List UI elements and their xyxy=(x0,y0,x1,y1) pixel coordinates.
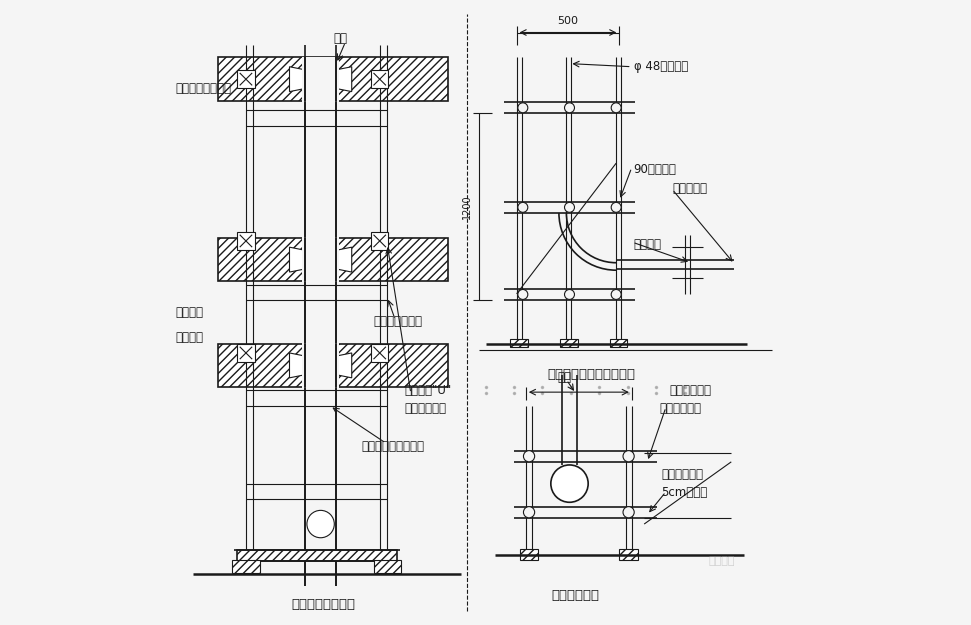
Text: 架子上下垫方木: 架子上下垫方木 xyxy=(374,316,422,328)
Circle shape xyxy=(551,465,588,503)
Text: 永平泵管固定: 永平泵管固定 xyxy=(552,589,600,602)
Polygon shape xyxy=(336,67,352,92)
Bar xyxy=(232,560,259,572)
Bar xyxy=(218,238,449,281)
Text: 砼楼面上需加: 砼楼面上需加 xyxy=(661,468,703,481)
Text: 1200: 1200 xyxy=(462,194,472,219)
Text: 泵管: 泵管 xyxy=(557,371,571,384)
Polygon shape xyxy=(289,353,305,378)
Bar xyxy=(619,549,638,560)
Bar xyxy=(371,71,388,88)
Bar xyxy=(371,232,388,249)
Text: 豆丁施工: 豆丁施工 xyxy=(709,556,735,566)
Bar xyxy=(218,58,449,101)
Circle shape xyxy=(564,202,575,212)
Text: 木楔子将泵管固定: 木楔子将泵管固定 xyxy=(176,82,232,95)
Text: φ 48钢管支架: φ 48钢管支架 xyxy=(634,60,687,73)
Circle shape xyxy=(518,102,528,112)
Polygon shape xyxy=(289,247,305,272)
Circle shape xyxy=(623,507,634,518)
Circle shape xyxy=(523,451,535,462)
Bar xyxy=(237,232,254,249)
Bar xyxy=(302,343,339,388)
Bar xyxy=(302,57,339,102)
Circle shape xyxy=(307,511,334,538)
Circle shape xyxy=(623,451,634,462)
Circle shape xyxy=(611,102,621,112)
Text: 90度弯头管: 90度弯头管 xyxy=(634,163,677,176)
Text: 5cm厚垫板: 5cm厚垫板 xyxy=(661,486,707,499)
Bar xyxy=(610,339,627,347)
Bar xyxy=(511,339,528,347)
Circle shape xyxy=(518,202,528,212)
Text: 钢管支架: 钢管支架 xyxy=(634,238,661,251)
Circle shape xyxy=(611,289,621,299)
Text: 泵管固定: 泵管固定 xyxy=(176,331,204,344)
Text: 钢管支架固定: 钢管支架固定 xyxy=(659,402,702,416)
Bar xyxy=(374,560,401,572)
Text: 泵管: 泵管 xyxy=(333,32,347,45)
Text: 管卡附近搭设: 管卡附近搭设 xyxy=(669,384,711,397)
Text: 架子管托住泵管卡子: 架子管托住泵管卡子 xyxy=(361,440,424,452)
Bar xyxy=(237,550,396,561)
Circle shape xyxy=(523,507,535,518)
Bar xyxy=(519,549,538,560)
Text: 500: 500 xyxy=(557,16,579,26)
Text: 水平泵管垂直上弯处固定: 水平泵管垂直上弯处固定 xyxy=(548,368,635,381)
Text: 泵管穿楼板固定图: 泵管穿楼板固定图 xyxy=(291,599,355,611)
Circle shape xyxy=(518,289,528,299)
Text: 木楔子将: 木楔子将 xyxy=(176,306,204,319)
Circle shape xyxy=(564,289,575,299)
Text: 托与楼板顶紧: 托与楼板顶紧 xyxy=(405,402,447,416)
Polygon shape xyxy=(336,353,352,378)
Bar xyxy=(218,344,449,387)
Bar xyxy=(302,238,339,282)
Text: 水平管支撑: 水平管支撑 xyxy=(672,181,707,194)
Text: 架子管和"U": 架子管和"U" xyxy=(405,384,452,397)
Circle shape xyxy=(611,202,621,212)
Bar xyxy=(237,71,254,88)
Polygon shape xyxy=(336,247,352,272)
Circle shape xyxy=(564,102,575,112)
Bar xyxy=(560,339,578,347)
Polygon shape xyxy=(289,67,305,92)
Bar xyxy=(371,344,388,362)
Bar xyxy=(237,344,254,362)
